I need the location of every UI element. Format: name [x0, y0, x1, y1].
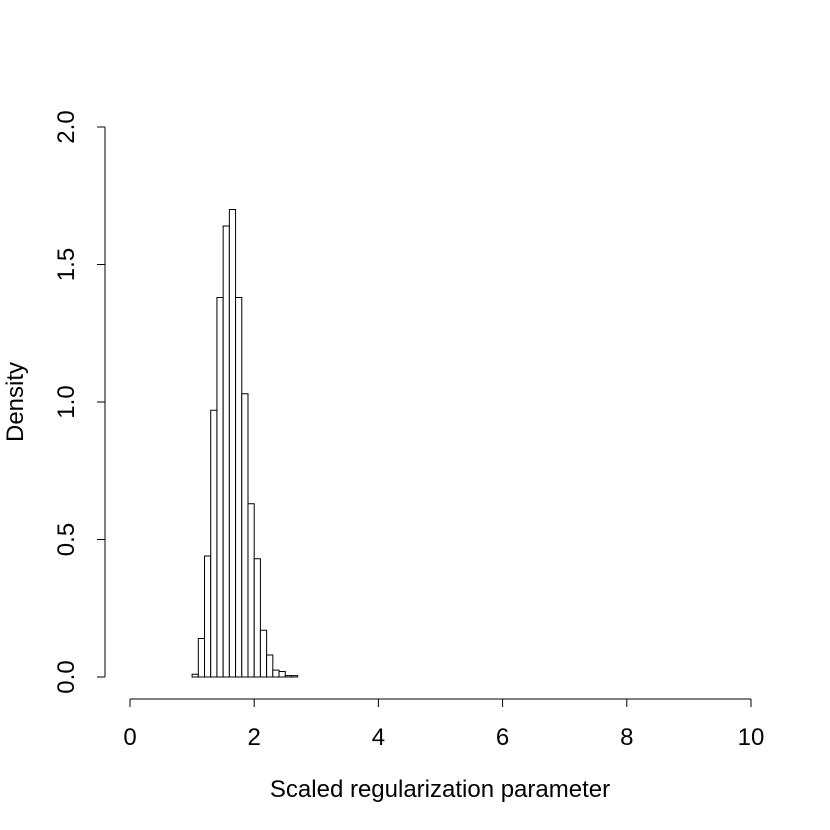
bar — [197, 638, 206, 678]
bar — [235, 297, 243, 678]
bar — [191, 673, 199, 678]
bar — [241, 393, 249, 678]
y-tick-label: 1.0 — [53, 385, 80, 418]
x-tick-label: 4 — [372, 724, 385, 751]
x-axis-label: Scaled regularization parameter — [270, 776, 610, 803]
bar — [272, 669, 280, 678]
bar — [216, 297, 224, 678]
y-tick-label: 0.5 — [53, 523, 80, 556]
y-tick-label: 2.0 — [53, 110, 80, 143]
x-tick-label: 2 — [248, 724, 261, 751]
bar — [290, 675, 299, 678]
bar — [284, 675, 292, 678]
x-tick-label: 8 — [620, 724, 633, 751]
bar — [253, 558, 261, 678]
y-axis-label: Density — [2, 362, 29, 442]
x-tick-label: 6 — [496, 724, 509, 751]
x-tick-label: 10 — [738, 724, 765, 751]
y-tick-label: 0.0 — [53, 660, 80, 693]
bar — [204, 555, 212, 678]
bar — [266, 654, 274, 678]
bar — [259, 629, 268, 678]
bar — [210, 409, 218, 678]
bar — [228, 209, 237, 678]
x-tick-label: 0 — [123, 724, 136, 751]
bar — [222, 225, 230, 678]
bar — [278, 671, 286, 678]
bar — [247, 503, 255, 678]
y-tick-label: 1.5 — [53, 248, 80, 281]
